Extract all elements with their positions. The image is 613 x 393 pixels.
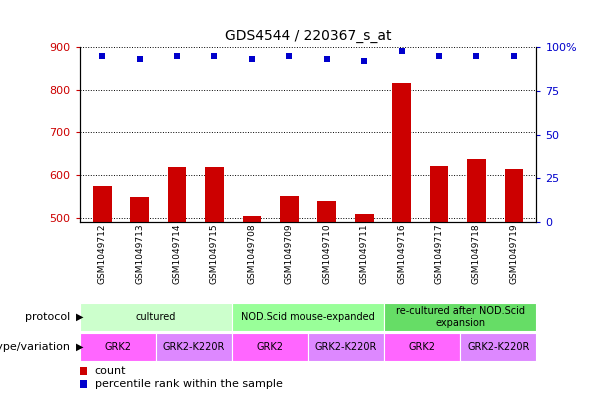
Bar xyxy=(80,367,86,375)
Bar xyxy=(80,380,86,387)
Bar xyxy=(280,196,299,222)
Point xyxy=(135,56,145,62)
Bar xyxy=(355,214,373,222)
Bar xyxy=(80,333,156,361)
Point xyxy=(509,53,519,59)
Bar xyxy=(80,303,232,331)
Bar xyxy=(430,166,448,222)
Text: GRK2: GRK2 xyxy=(409,342,436,352)
Bar xyxy=(460,333,536,361)
Text: protocol: protocol xyxy=(25,312,70,322)
Point xyxy=(397,48,406,54)
Text: ▶: ▶ xyxy=(76,312,83,322)
Point xyxy=(210,53,219,59)
Text: NOD.Scid mouse-expanded: NOD.Scid mouse-expanded xyxy=(241,312,375,322)
Text: GRK2-K220R: GRK2-K220R xyxy=(162,342,225,352)
Bar xyxy=(392,83,411,222)
Bar xyxy=(232,333,308,361)
Text: ▶: ▶ xyxy=(76,342,83,352)
Bar xyxy=(467,159,486,222)
Bar xyxy=(232,303,384,331)
Bar xyxy=(156,333,232,361)
Point xyxy=(434,53,444,59)
Text: count: count xyxy=(95,365,126,376)
Bar xyxy=(93,186,112,222)
Bar xyxy=(130,197,149,222)
Bar xyxy=(205,167,224,222)
Bar xyxy=(308,333,384,361)
Bar xyxy=(384,333,460,361)
Point xyxy=(471,53,481,59)
Point xyxy=(322,56,332,62)
Text: cultured: cultured xyxy=(135,312,176,322)
Point xyxy=(97,53,107,59)
Point xyxy=(172,53,182,59)
Point xyxy=(247,56,257,62)
Text: GRK2: GRK2 xyxy=(104,342,131,352)
Text: percentile rank within the sample: percentile rank within the sample xyxy=(95,379,283,389)
Point xyxy=(284,53,294,59)
Point xyxy=(359,58,369,64)
Text: re-cultured after NOD.Scid
expansion: re-cultured after NOD.Scid expansion xyxy=(396,307,525,328)
Bar xyxy=(504,169,524,222)
Bar xyxy=(384,303,536,331)
Text: GRK2-K220R: GRK2-K220R xyxy=(467,342,530,352)
Text: genotype/variation: genotype/variation xyxy=(0,342,70,352)
Bar xyxy=(243,217,261,222)
Bar xyxy=(318,201,336,222)
Title: GDS4544 / 220367_s_at: GDS4544 / 220367_s_at xyxy=(225,29,391,43)
Text: GRK2: GRK2 xyxy=(256,342,283,352)
Bar xyxy=(168,167,186,222)
Text: GRK2-K220R: GRK2-K220R xyxy=(315,342,377,352)
